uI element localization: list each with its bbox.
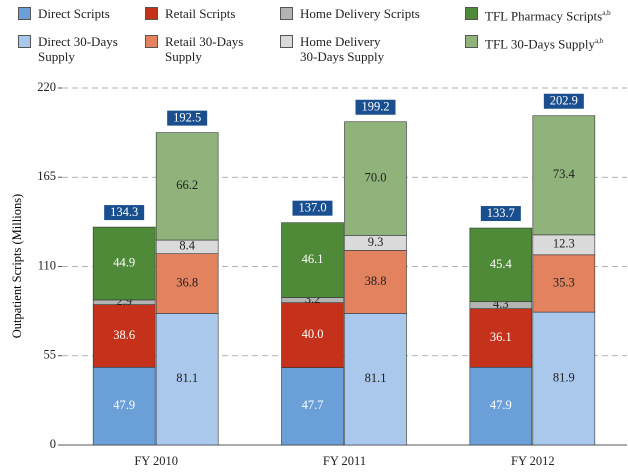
total-label: 202.9: [550, 94, 578, 108]
total-label: 192.5: [173, 111, 201, 125]
data-label: 38.8: [365, 274, 387, 288]
bar-segment: [92, 366, 156, 446]
bar-segment: [92, 226, 156, 301]
legend-text: Home Delivery Scripts: [300, 6, 460, 21]
data-label: 38.6: [113, 328, 135, 342]
legend-swatch: [465, 7, 478, 20]
legend-item: Home Delivery Scripts: [280, 6, 460, 21]
x-tick-label: FY 2012: [511, 454, 555, 468]
legend-label: Retail Scripts: [165, 6, 236, 21]
legend-swatch: [18, 7, 31, 20]
legend-item: Direct 30-Days Supply: [18, 34, 128, 64]
data-label: 40.0: [302, 327, 324, 341]
legend-item: TFL Pharmacy Scriptsa,b: [465, 6, 625, 23]
data-label: 81.9: [553, 370, 575, 384]
bar-segment: [344, 250, 407, 314]
data-label: 35.3: [553, 275, 575, 289]
data-label: 47.9: [490, 398, 512, 412]
data-label: 70.0: [365, 170, 387, 184]
legend-label: Direct 30-Days Supply: [38, 34, 118, 64]
bar-segment: [532, 115, 596, 236]
legend-label: TFL 30-Days Supply: [485, 36, 596, 52]
legend-label: Home Delivery Scripts: [300, 6, 420, 21]
total-box: [543, 93, 584, 109]
data-label: 66.2: [176, 178, 198, 192]
total-label: 199.2: [361, 100, 389, 114]
legend-text: Retail 30-Days Supply: [165, 34, 245, 64]
data-label: 12.3: [553, 237, 575, 251]
legend-item: Retail Scripts: [145, 6, 275, 21]
bar-segment: [344, 121, 407, 236]
bar-segment: [155, 313, 219, 446]
bar-segment: [469, 366, 533, 446]
legend-swatch: [280, 35, 293, 48]
bar-segment: [532, 254, 596, 313]
legend-label: Retail 30-Days Supply: [165, 34, 244, 64]
y-axis-label: Outpatient Scripts (Millions): [10, 194, 24, 338]
data-label: 73.4: [553, 167, 576, 181]
total-box: [167, 110, 208, 126]
legend-text: Direct 30-Days Supply: [38, 34, 128, 64]
legend-item: Retail 30-Days Supply: [145, 34, 245, 64]
data-label: 47.9: [113, 398, 135, 412]
bar-segment: [469, 308, 533, 368]
data-label: 81.1: [365, 371, 387, 385]
legend-text: TFL Pharmacy Scriptsa,b: [485, 6, 625, 23]
data-label: 9.3: [368, 235, 384, 249]
bar-segment: [155, 132, 219, 241]
y-tick-label: 55: [44, 348, 57, 362]
legend-label: Home Delivery 30-Days Supply: [300, 34, 385, 64]
legend-text: Retail Scripts: [165, 6, 275, 21]
total-label: 133.7: [487, 206, 515, 220]
data-label: 36.1: [490, 330, 512, 344]
legend-text: Home Delivery 30-Days Supply: [300, 34, 385, 64]
legend-item: TFL 30-Days Supplya,b: [465, 34, 625, 51]
bar-segment: [532, 311, 596, 446]
legend-item: Direct Scripts: [18, 6, 168, 21]
total-box: [292, 200, 333, 216]
legend-label: Direct Scripts: [38, 6, 110, 21]
legend-superscript: a,b: [595, 37, 604, 45]
total-box: [355, 99, 396, 115]
legend-superscript: a,b: [602, 9, 611, 17]
legend-swatch: [145, 35, 158, 48]
y-tick-label: 220: [37, 80, 56, 94]
legend-text: TFL 30-Days Supplya,b: [485, 34, 625, 51]
bar-segment: [344, 313, 407, 446]
data-label: 45.4: [490, 257, 513, 271]
total-box: [480, 206, 521, 222]
data-label: 8.4: [179, 239, 195, 253]
data-label: 36.8: [176, 275, 198, 289]
bar-segment: [281, 367, 344, 446]
total-label: 137.0: [298, 201, 326, 215]
legend-swatch: [18, 35, 31, 48]
bar-segment: [469, 227, 533, 303]
legend-label: TFL Pharmacy Scripts: [485, 8, 603, 24]
bar-segment: [281, 222, 344, 298]
y-tick-label: 110: [38, 258, 56, 272]
legend-item: Home Delivery 30-Days Supply: [280, 34, 385, 64]
y-tick-label: 0: [50, 437, 56, 451]
data-label: 46.1: [302, 252, 324, 266]
bar-segment: [155, 253, 219, 314]
x-tick-label: FY 2010: [134, 454, 178, 468]
legend-swatch: [145, 7, 158, 20]
legend-text: Direct Scripts: [38, 6, 168, 21]
data-label: 47.7: [302, 398, 324, 412]
y-tick-label: 165: [37, 169, 56, 183]
legend-swatch: [465, 35, 478, 48]
x-tick-label: FY 2011: [323, 454, 366, 468]
bar-segment: [92, 304, 156, 368]
legend: Direct Scripts Retail Scripts Home Deliver…: [0, 0, 628, 72]
total-box: [104, 205, 145, 221]
data-label: 81.1: [176, 371, 198, 385]
legend-swatch: [280, 7, 293, 20]
data-label: 44.9: [113, 255, 135, 269]
total-label: 134.3: [110, 205, 138, 219]
